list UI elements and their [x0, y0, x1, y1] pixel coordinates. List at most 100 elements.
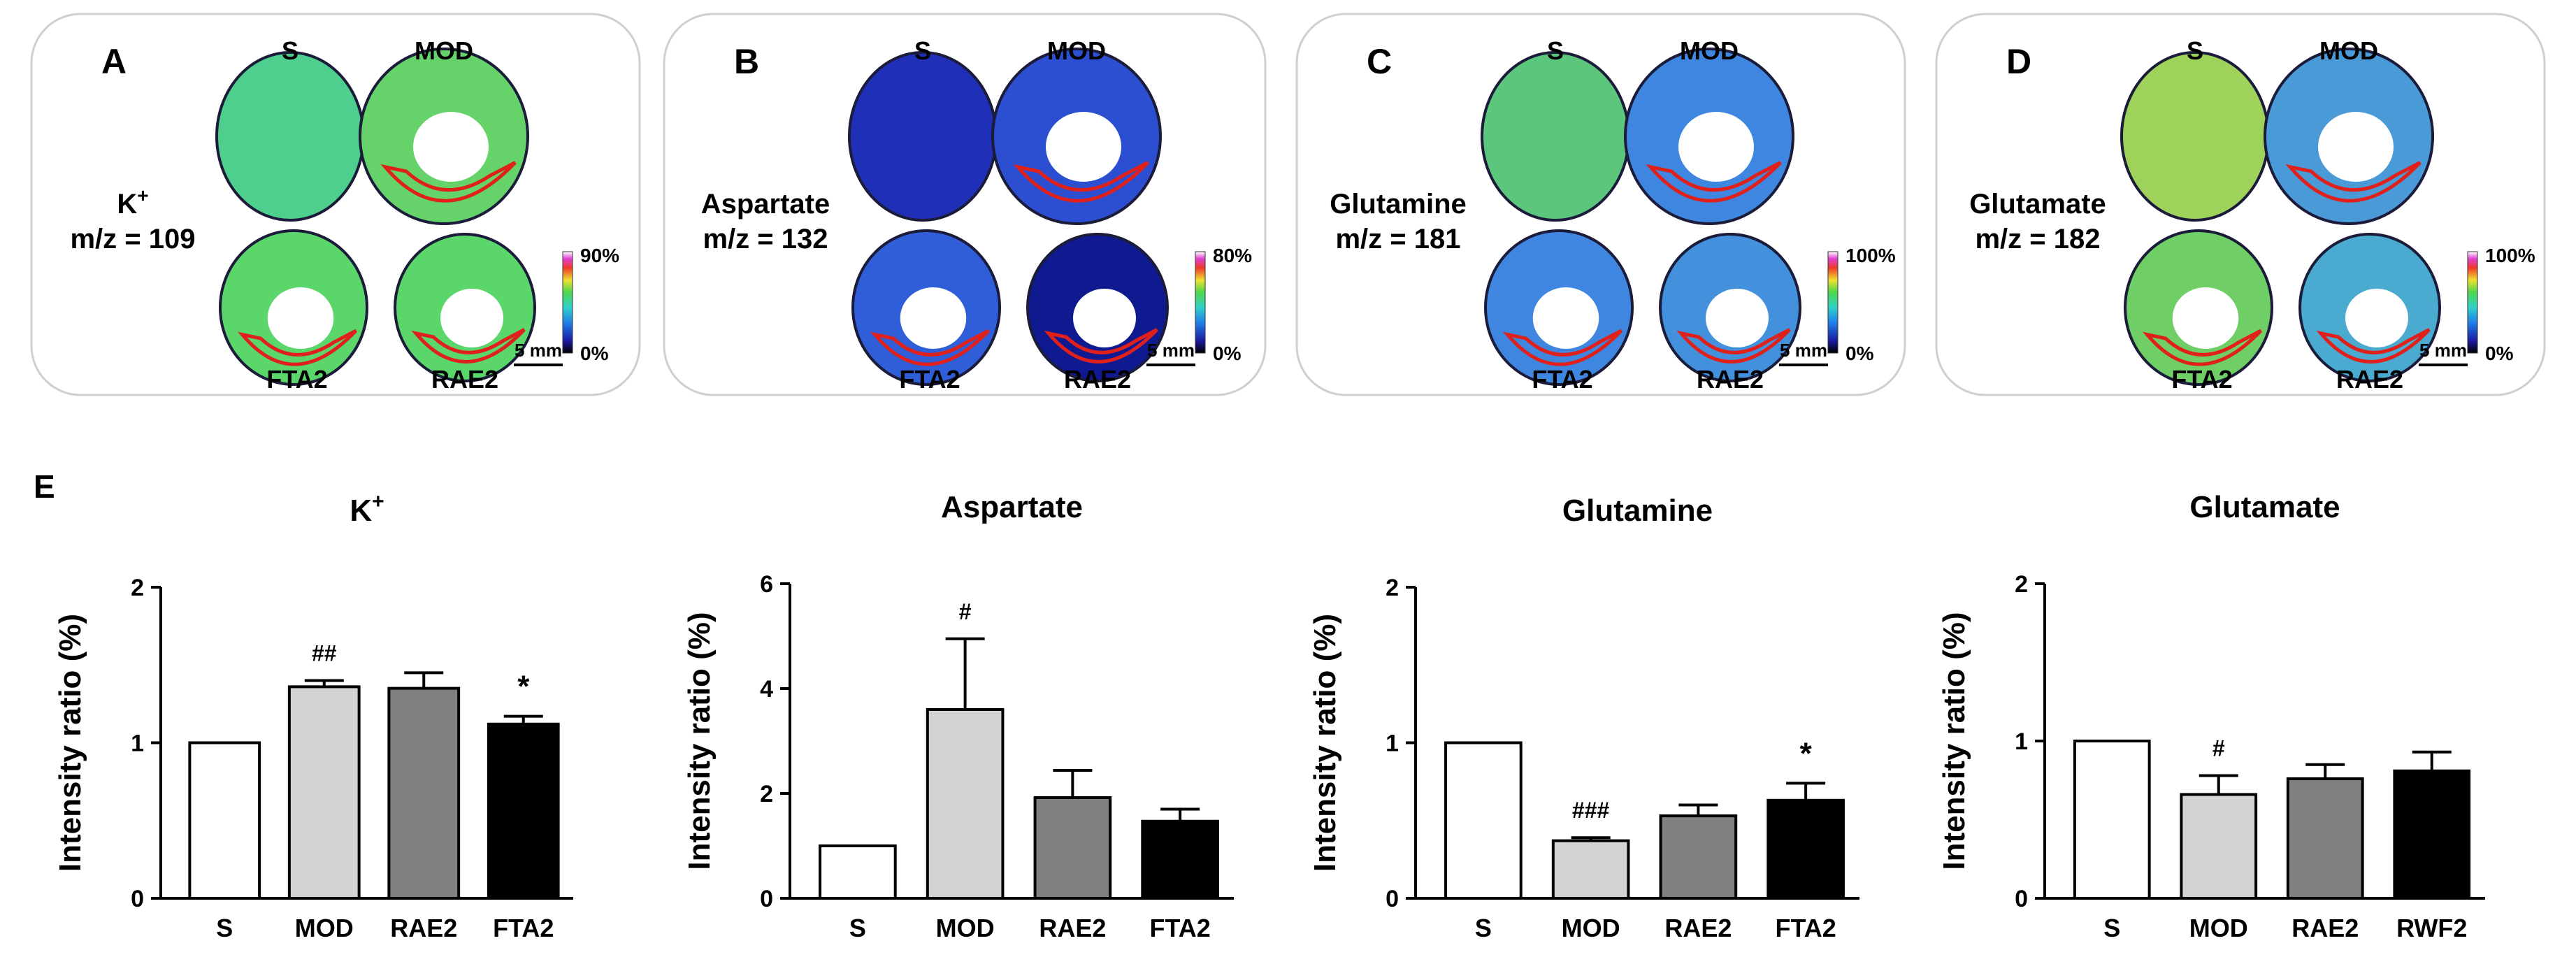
section-label-bl: FTA2 [2171, 365, 2232, 394]
bar-mod [2180, 793, 2258, 900]
x-tick-label: S [216, 914, 233, 942]
x-tick-label: RAE2 [1664, 914, 1732, 942]
chart-title-text: Aspartate [941, 490, 1083, 524]
mz-label: m/z = 132 [703, 224, 828, 254]
infarct-outline [1646, 161, 1782, 203]
infarct-outline [380, 161, 517, 203]
scalebar-label: 5 mm [1780, 340, 1827, 361]
bar-fta2 [487, 722, 560, 900]
colorbar-max: 90% [580, 245, 619, 266]
section-label-tl: S [282, 36, 298, 65]
significance-mark: * [1800, 736, 1813, 770]
ventricle-cavity [2345, 289, 2408, 347]
heart-section-tl [848, 51, 998, 222]
scalebar-label: 5 mm [515, 340, 562, 361]
ventricle-cavity [1046, 112, 1121, 182]
colorbar [2467, 251, 2478, 354]
ion-superscript: + [137, 185, 148, 206]
msi-panel-c: C S MOD FTA2 RAE2 Glutamine m/z = 181 100% 0% 5 m… [1295, 13, 1906, 396]
section-label-tr: MOD [2319, 36, 2378, 65]
msi-panel-d: D S MOD FTA2 RAE2 Glutamate m/z = 182 100% 0% 5 m… [1935, 13, 2546, 396]
ion-label: Glutamine [1330, 189, 1467, 220]
section-e-letter: E [34, 468, 55, 505]
mz-label: m/z = 109 [70, 224, 195, 254]
x-tick-label: MOD [1562, 914, 1620, 942]
section-label-br: RAE2 [1064, 365, 1131, 394]
bar-chart-1: K+ Intensity ratio (%) 0 1 2 S ## MOD RAE2 * FTA2 [53, 490, 573, 942]
chart-title: Glutamate [2189, 490, 2340, 524]
section-label-tl: S [2187, 36, 2203, 65]
section-label-tl: S [1547, 36, 1564, 65]
ion-label: K+ [117, 185, 148, 220]
y-tick-label: 1 [2015, 728, 2028, 755]
bar-s [1444, 741, 1523, 900]
ventricle-cavity [1678, 112, 1754, 182]
ventricle-cavity [1073, 289, 1136, 347]
bar-rae2 [1659, 814, 1738, 900]
bar-mod [1551, 839, 1630, 900]
section-label-br: RAE2 [1697, 365, 1764, 394]
infarct-outline [1013, 161, 1149, 203]
significance-mark: # [959, 599, 972, 624]
x-tick-label: RAE2 [1039, 914, 1106, 942]
y-tick-label: 4 [760, 676, 773, 703]
ventricle-cavity [2172, 287, 2239, 349]
y-tick-label: 0 [760, 886, 773, 912]
infarct-outline [1044, 328, 1158, 364]
chart-title: Aspartate [941, 490, 1083, 524]
infarct-outline [411, 328, 526, 364]
ventricle-cavity [267, 287, 334, 349]
y-tick-label: 0 [131, 886, 144, 912]
x-tick-label: RWF2 [2396, 914, 2467, 942]
x-tick-label: MOD [2189, 914, 2248, 942]
x-tick-label: RAE2 [390, 914, 457, 942]
bar-s [188, 741, 261, 900]
ion-label: Aspartate [701, 189, 830, 220]
heart-section-tl [1481, 51, 1630, 222]
panel-letter: D [2006, 42, 2031, 81]
section-label-bl: FTA2 [266, 365, 327, 394]
bar-fta2 [1766, 798, 1845, 900]
scalebar-label: 5 mm [2419, 340, 2467, 361]
msi-panel-a: A S MOD FTA2 RAE2 K+ m/z = 109 90% 0% 5 mm [30, 13, 641, 396]
colorbar [562, 251, 573, 354]
ion-label: Glutamate [1969, 189, 2106, 220]
x-tick-label: FTA2 [493, 914, 554, 942]
panel-letter: C [1367, 42, 1392, 81]
bar-rae2 [2286, 777, 2364, 900]
y-axis-label: Intensity ratio (%) [682, 612, 717, 870]
ventricle-cavity [1706, 289, 1769, 347]
bar-s [2073, 740, 2151, 900]
bar-rwf2 [2393, 769, 2471, 900]
significance-mark: * [517, 670, 530, 704]
bar-chart-3: Glutamine Intensity ratio (%) 0 1 2 S ### MOD RA… [1308, 494, 1859, 942]
y-tick-label: 2 [2015, 571, 2028, 598]
ventricle-cavity [900, 287, 967, 349]
significance-mark: # [2212, 736, 2225, 761]
significance-mark: ### [1572, 798, 1610, 823]
x-tick-label: MOD [936, 914, 995, 942]
section-label-tr: MOD [1680, 36, 1739, 65]
colorbar-min: 0% [580, 343, 609, 364]
mz-label: m/z = 182 [1975, 224, 2100, 254]
section-label-tr: MOD [1047, 36, 1106, 65]
chart-title: Glutamine [1562, 494, 1713, 528]
section-label-br: RAE2 [431, 365, 498, 394]
y-tick-label: 1 [1386, 731, 1399, 757]
x-tick-label: S [2103, 914, 2120, 942]
ventricle-cavity [2318, 112, 2394, 182]
ventricle-cavity [440, 289, 503, 347]
x-tick-label: RAE2 [2291, 914, 2359, 942]
y-tick-label: 0 [1386, 886, 1399, 912]
x-tick-label: FTA2 [1775, 914, 1836, 942]
panel-letter: B [734, 42, 759, 81]
chart-title: K+ [350, 490, 384, 528]
section-label-bl: FTA2 [1532, 365, 1592, 394]
colorbar-max: 80% [1213, 245, 1252, 266]
chart-title-sup: + [372, 490, 384, 513]
infarct-outline [237, 329, 358, 366]
chart-title-text: Glutamate [2189, 490, 2340, 524]
infarct-outline [1676, 328, 1791, 364]
y-axis-label: Intensity ratio (%) [53, 614, 87, 872]
